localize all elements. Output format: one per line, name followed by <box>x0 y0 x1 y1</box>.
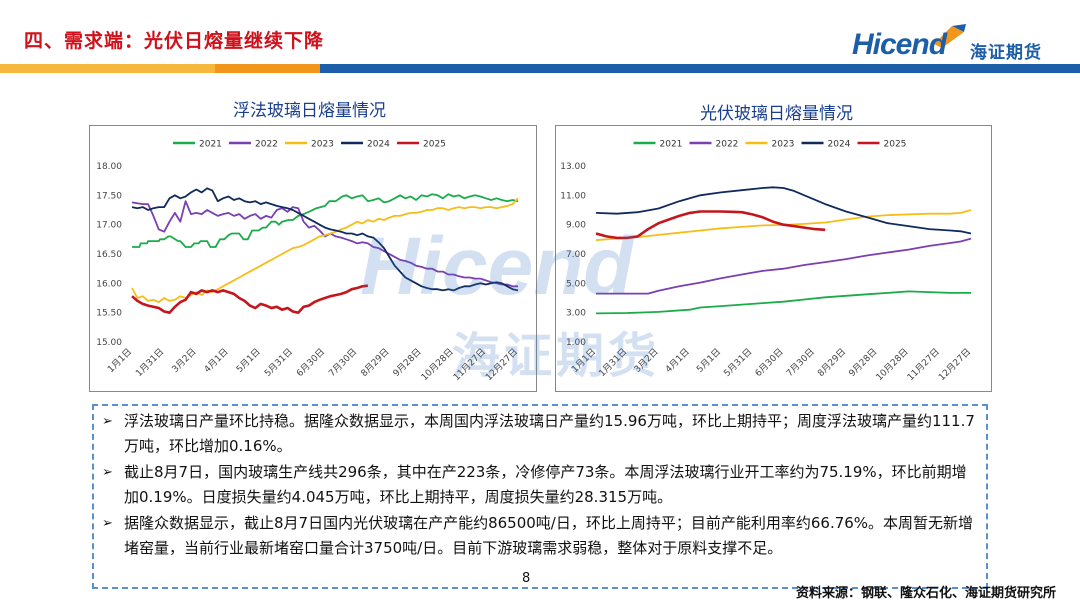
x-tick-label: 1月31日 <box>134 346 167 379</box>
x-tick-label: 6月30日 <box>753 346 786 379</box>
chart-pv-glass: 2021 2022 2023 2024 2025 1.00 3.00 5.00 7.00 9.00… <box>555 125 992 392</box>
arrow-bullet-icon: ➢ <box>102 465 113 480</box>
series-line-2022 <box>596 237 972 295</box>
y-tick-label: 17.50 <box>96 191 122 201</box>
x-tick-label: 1月1日 <box>570 346 599 375</box>
x-tick-label: 5月1日 <box>695 346 724 375</box>
x-tick-label: 6月30日 <box>294 346 327 379</box>
note-text: 据隆众数据显示，截止8月7日国内光伏玻璃在产产能约86500吨/日，环比上周持平… <box>124 514 974 557</box>
chart-svg: 2021 2022 2023 2024 2025 1.00 3.00 5.00 7.00 9.00… <box>560 140 973 384</box>
x-tick-label: 8月29日 <box>815 346 848 379</box>
x-tick-label: 10月28日 <box>419 346 456 383</box>
y-tick-label: 5.00 <box>566 279 586 289</box>
x-tick-label: 10月28日 <box>874 346 911 383</box>
x-tick-label: 12月27日 <box>483 346 520 383</box>
legend-label-2023: 2023 <box>772 140 795 150</box>
logo-swoosh-icon <box>934 24 966 48</box>
notes-box: ➢ 浮法玻璃日产量环比持稳。据隆众数据显示，本周国内浮法玻璃日产量约15.96万… <box>92 404 988 589</box>
page-number: 8 <box>522 571 531 586</box>
x-tick-label: 7月30日 <box>327 346 360 379</box>
y-tick-label: 11.00 <box>560 191 586 201</box>
x-tick-label: 4月1日 <box>663 346 692 375</box>
x-tick-label: 11月27日 <box>451 346 488 383</box>
y-tick-label: 1.00 <box>566 338 586 348</box>
arrow-bullet-icon: ➢ <box>102 516 113 531</box>
y-tick-label: 16.50 <box>96 250 122 260</box>
y-tick-label: 15.50 <box>96 309 122 319</box>
legend-label-2022: 2022 <box>716 140 739 150</box>
x-tick-label: 9月28日 <box>391 346 424 379</box>
series-line-2021 <box>595 290 971 315</box>
legend-label-2024: 2024 <box>828 140 851 150</box>
y-tick-label: 18.00 <box>96 162 122 172</box>
y-tick-label: 7.00 <box>566 250 586 260</box>
note-text: 浮法玻璃日产量环比持稳。据隆众数据显示，本周国内浮法玻璃日产量约15.96万吨，… <box>124 412 975 455</box>
legend-label-2023: 2023 <box>311 140 334 150</box>
chart-title-float: 浮法玻璃日熔量情况 <box>233 101 386 121</box>
y-tick-label: 16.00 <box>96 279 122 289</box>
note-item: ➢ 据隆众数据显示，截止8月7日国内光伏玻璃在产产能约86500吨/日，环比上周… <box>102 511 978 561</box>
legend-label-2025: 2025 <box>884 140 907 150</box>
x-tick-label: 5月31日 <box>262 346 295 379</box>
x-tick-label: 5月31日 <box>722 346 755 379</box>
legend-label-2025: 2025 <box>423 140 446 150</box>
x-tick-label: 3月2日 <box>632 346 661 375</box>
x-tick-label: 1月1日 <box>106 346 135 375</box>
note-item: ➢ 浮法玻璃日产量环比持稳。据隆众数据显示，本周国内浮法玻璃日产量约15.96万… <box>102 409 978 459</box>
source-note: 资料来源：钢联、隆众石化、海证期货研究所 <box>795 586 1056 601</box>
x-tick-label: 8月29日 <box>359 346 392 379</box>
series-line-2025 <box>595 210 826 240</box>
series-line-2024 <box>131 187 519 292</box>
legend-label-2021: 2021 <box>660 140 683 150</box>
logo-text: Hicend <box>852 28 947 61</box>
chart-float-glass: 2021 2022 2023 2024 2025 15.00 15.50 16.00 16.50… <box>89 125 537 392</box>
x-tick-label: 4月1日 <box>202 346 231 375</box>
y-tick-label: 9.00 <box>566 221 586 231</box>
legend-label-2024: 2024 <box>367 140 390 150</box>
x-tick-label: 9月28日 <box>847 346 880 379</box>
x-tick-label: 3月2日 <box>170 346 199 375</box>
x-tick-label: 11月27日 <box>905 346 942 383</box>
series-line-2023 <box>131 197 519 303</box>
y-tick-label: 3.00 <box>566 309 586 319</box>
series-line-2025 <box>131 284 369 314</box>
x-tick-label: 12月27日 <box>936 346 973 383</box>
x-tick-label: 7月30日 <box>784 346 817 379</box>
y-tick-label: 17.00 <box>96 221 122 231</box>
note-text: 截止8月7日，国内玻璃生产线共296条，其中在产223条，冷修停产73条。本周浮… <box>124 463 967 506</box>
logo-cn: 海证期货 <box>970 43 1042 63</box>
header-bar <box>0 64 1080 73</box>
legend-label-2021: 2021 <box>199 140 222 150</box>
y-tick-label: 15.00 <box>96 338 122 348</box>
note-item: ➢ 截止8月7日，国内玻璃生产线共296条，其中在产223条，冷修停产73条。本… <box>102 460 978 510</box>
series-line-2023 <box>595 209 972 241</box>
arrow-bullet-icon: ➢ <box>102 414 113 429</box>
y-tick-label: 13.00 <box>560 162 586 172</box>
series-line-2022 <box>131 200 518 288</box>
series-line-2021 <box>132 193 519 248</box>
x-tick-label: 5月1日 <box>234 346 263 375</box>
chart-svg: 2021 2022 2023 2024 2025 15.00 15.50 16.00 16.50… <box>96 140 520 384</box>
chart-title-pv: 光伏玻璃日熔量情况 <box>700 104 853 124</box>
page-title: 四、需求端：光伏日熔量继续下降 <box>24 30 325 52</box>
legend-label-2022: 2022 <box>255 140 278 150</box>
logo: Hicend 海证期货 <box>852 22 1062 66</box>
x-tick-label: 1月31日 <box>597 346 630 379</box>
series-line-2024 <box>595 186 972 235</box>
